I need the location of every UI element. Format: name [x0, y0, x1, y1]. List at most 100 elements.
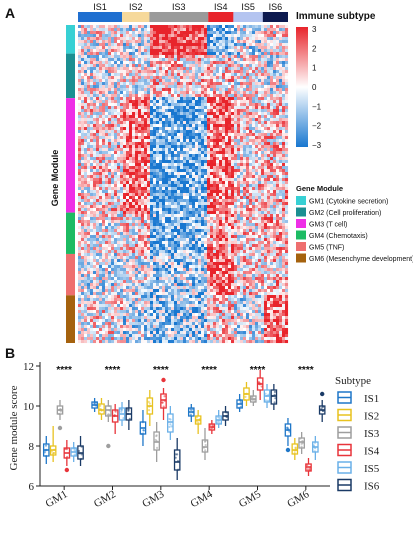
heatmap-cell: [261, 196, 265, 200]
heatmap-cell: [99, 199, 103, 203]
heatmap-cell: [213, 199, 217, 203]
heatmap-cell: [159, 223, 163, 227]
heatmap-cell: [246, 214, 250, 218]
heatmap-cell: [153, 34, 157, 38]
heatmap-cell: [189, 214, 193, 218]
heatmap-cell: [84, 163, 88, 167]
heatmap-cell: [102, 43, 106, 47]
heatmap-cell: [216, 94, 220, 98]
heatmap-cell: [102, 109, 106, 113]
heatmap-cell: [102, 91, 106, 95]
heatmap-cell: [123, 190, 127, 194]
heatmap-cell: [117, 31, 121, 35]
heatmap-cell: [156, 52, 160, 56]
heatmap-cell: [111, 157, 115, 161]
heatmap-cell: [135, 109, 139, 113]
heatmap-cell: [108, 211, 112, 215]
heatmap-cell: [255, 115, 259, 119]
heatmap-cell: [189, 148, 193, 152]
heatmap-cell: [258, 85, 262, 89]
heatmap-cell: [180, 52, 184, 56]
heatmap-cell: [273, 217, 277, 221]
heatmap-cell: [249, 175, 253, 179]
heatmap-cell: [186, 112, 190, 116]
heatmap-cell: [90, 145, 94, 149]
heatmap-cell: [120, 118, 124, 122]
heatmap-cell: [87, 85, 91, 89]
heatmap-cell: [198, 211, 202, 215]
heatmap-cell: [189, 205, 193, 209]
heatmap-cell: [186, 163, 190, 167]
heatmap-cell: [105, 208, 109, 212]
heatmap-cell: [138, 85, 142, 89]
heatmap-cell: [267, 76, 271, 80]
heatmap-cell: [78, 70, 82, 74]
heatmap-cell: [180, 193, 184, 197]
heatmap-cell: [81, 106, 85, 110]
heatmap-cell: [147, 73, 151, 77]
heatmap-cell: [78, 214, 82, 218]
heatmap-cell: [165, 235, 169, 239]
module-gm6-segment: [66, 295, 75, 343]
heatmap-cell: [183, 184, 187, 188]
heatmap-cell: [153, 187, 157, 191]
heatmap-cell: [183, 106, 187, 110]
heatmap-cell: [147, 52, 151, 56]
heatmap-cell: [138, 91, 142, 95]
heatmap-cell: [234, 73, 238, 77]
heatmap-cell: [282, 217, 286, 221]
heatmap-cell: [198, 34, 202, 38]
heatmap-cell: [285, 97, 289, 101]
heatmap-cell: [183, 85, 187, 89]
heatmap-cell: [117, 202, 121, 206]
heatmap-cell: [144, 85, 148, 89]
heatmap-cell: [192, 151, 196, 155]
heatmap-cell: [252, 31, 256, 35]
heatmap-cell: [93, 208, 97, 212]
heatmap-cell: [231, 31, 235, 35]
heatmap-cell: [285, 175, 289, 179]
heatmap-cell: [234, 46, 238, 50]
heatmap-cell: [84, 184, 88, 188]
heatmap-cell: [117, 151, 121, 155]
heatmap-cell: [171, 223, 175, 227]
heatmap-cell: [123, 214, 127, 218]
heatmap-cell: [264, 205, 268, 209]
heatmap-cell: [135, 232, 139, 236]
heatmap-cell: [207, 61, 211, 65]
heatmap-cell: [189, 166, 193, 170]
heatmap-cell: [153, 64, 157, 68]
heatmap-cell: [282, 31, 286, 35]
heatmap-cell: [144, 103, 148, 107]
heatmap-cell: [132, 217, 136, 221]
heatmap-cell: [144, 211, 148, 215]
heatmap-cell: [165, 220, 169, 224]
heatmap-cell: [96, 154, 100, 158]
heatmap-cell: [132, 199, 136, 203]
heatmap-cell: [264, 82, 268, 86]
heatmap-cell: [174, 127, 178, 131]
heatmap-cell: [108, 61, 112, 65]
heatmap-cell: [231, 100, 235, 104]
heatmap-cell: [285, 100, 289, 104]
heatmap-cell: [213, 184, 217, 188]
heatmap-cell: [117, 73, 121, 77]
heatmap-cell: [111, 223, 115, 227]
heatmap-cell: [240, 178, 244, 182]
heatmap-cell: [159, 100, 163, 104]
heatmap-cell: [213, 124, 217, 128]
heatmap-cell: [78, 49, 82, 53]
heatmap-cell: [228, 223, 232, 227]
heatmap-cell: [81, 187, 85, 191]
heatmap-cell: [180, 97, 184, 101]
heatmap-cell: [189, 100, 193, 104]
heatmap-cell: [279, 169, 283, 173]
heatmap-cell: [258, 43, 262, 47]
heatmap-cell: [219, 166, 223, 170]
heatmap-cell: [276, 109, 280, 113]
heatmap-cell: [216, 25, 220, 29]
heatmap-cell: [84, 67, 88, 71]
heatmap-cell: [138, 208, 142, 212]
heatmap-cell: [183, 76, 187, 80]
heatmap-cell: [219, 208, 223, 212]
